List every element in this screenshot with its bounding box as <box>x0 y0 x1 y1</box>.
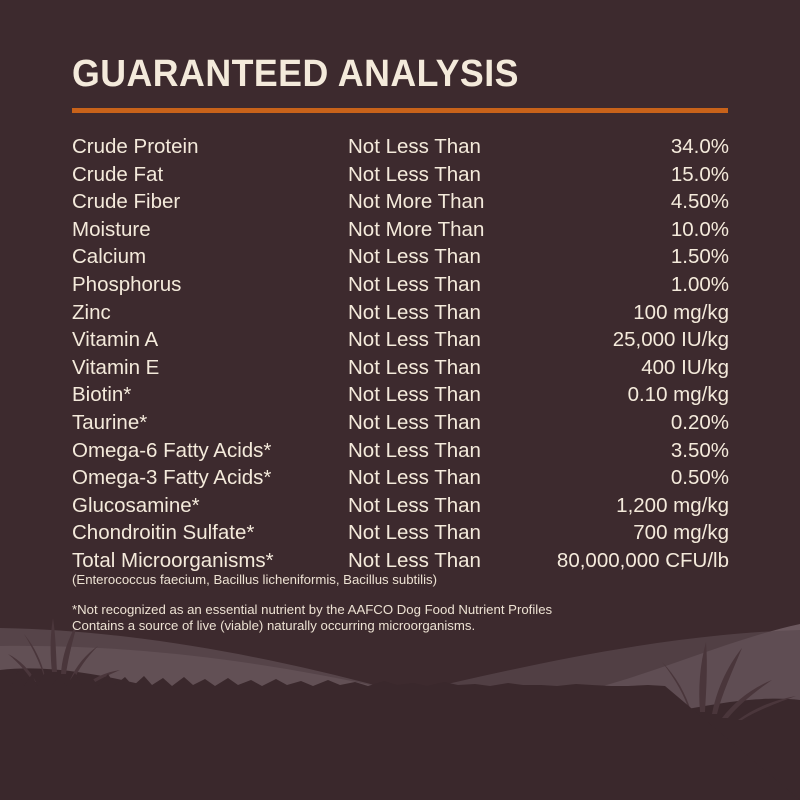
nutrient-name: Zinc <box>72 300 111 324</box>
nutrient-name: Crude Protein <box>72 135 199 158</box>
table-row: Crude Fiber Not More Than 4.50% <box>72 188 729 216</box>
table-row: Vitamin E Not Less Than 400 IU/kg <box>72 354 729 382</box>
hill-mid-left <box>0 628 800 800</box>
table-row: Vitamin A Not Less Than 25,000 IU/kg <box>72 326 729 354</box>
nutrient-name: Calcium <box>72 245 147 269</box>
hill-foreground <box>0 668 800 800</box>
nutrient-value: 0.50% <box>670 466 729 490</box>
title-divider <box>72 108 728 113</box>
nutrient-value: 1.50% <box>670 245 729 269</box>
footnote-aafco-disclaimer: *Not recognized as an essential nutrient… <box>72 601 553 617</box>
nutrient-name: Biotin* <box>72 383 132 407</box>
nutrient-name: Crude Fat <box>72 162 164 186</box>
nutrient-name: Omega-6 Fatty Acids* <box>72 438 272 462</box>
nutrient-qualifier: Not Less Than <box>348 300 481 324</box>
nutrient-value: 100 mg/kg <box>633 300 729 324</box>
nutrient-value: 0.20% <box>670 410 729 434</box>
nutrient-qualifier: Not More Than <box>348 217 485 241</box>
table-row: Crude Protein Not Less Than 34.0% <box>72 133 729 161</box>
footnote-live-cultures: Contains a source of live (viable) natur… <box>72 618 476 633</box>
nutrient-value: 0.10 mg/kg <box>627 383 729 407</box>
nutrient-qualifier: Not Less Than <box>348 328 481 352</box>
table-row: Biotin* Not Less Than 0.10 mg/kg <box>72 381 729 409</box>
nutrient-qualifier: Not Less Than <box>348 466 481 490</box>
nutrient-value: 1,200 mg/kg <box>616 493 729 517</box>
nutrient-qualifier: Not Less Than <box>348 245 481 269</box>
table-row: Phosphorus Not Less Than 1.00% <box>72 271 729 299</box>
nutrient-value: 4.50% <box>670 190 729 214</box>
nutrient-value: 25,000 IU/kg <box>612 328 729 352</box>
nutrient-name: Vitamin A <box>72 328 159 352</box>
hill-back-right <box>0 624 800 800</box>
nutrient-name: Glucosamine* <box>72 493 200 517</box>
nutrient-qualifier: Not Less Than <box>348 135 481 158</box>
nutrient-qualifier: Not Less Than <box>348 272 481 296</box>
table-row: Crude Fat Not Less Than 15.0% <box>72 161 729 189</box>
nutrient-qualifier: Not Less Than <box>348 438 481 462</box>
nutrient-qualifier: Not Less Than <box>348 410 481 434</box>
nutrient-qualifier: Not Less Than <box>348 162 481 186</box>
nutrient-name: Vitamin E <box>72 355 160 379</box>
nutrient-name: Omega-3 Fatty Acids* <box>72 466 272 490</box>
table-row: Calcium Not Less Than 1.50% <box>72 243 729 271</box>
hill-mid-right <box>0 630 800 800</box>
table-row: Taurine* Not Less Than 0.20% <box>72 409 729 437</box>
table-row: Omega-6 Fatty Acids* Not Less Than 3.50% <box>72 437 729 465</box>
nutrient-qualifier: Not Less Than <box>348 548 481 572</box>
guaranteed-analysis-table: Crude Protein Not Less Than 34.0% Crude … <box>72 133 729 575</box>
page-title: GUARANTEED ANALYSIS <box>72 53 519 95</box>
nutrient-value: 1.00% <box>670 272 729 296</box>
nutrient-qualifier: Not Less Than <box>348 493 481 517</box>
table-row: Omega-3 Fatty Acids* Not Less Than 0.50% <box>72 464 729 492</box>
nutrient-name: Phosphorus <box>72 272 182 296</box>
nutrient-qualifier: Not Less Than <box>348 355 481 379</box>
table-row: Glucosamine* Not Less Than 1,200 mg/kg <box>72 492 729 520</box>
nutrient-value: 700 mg/kg <box>633 521 729 545</box>
nutrient-qualifier: Not Less Than <box>348 521 481 545</box>
nutrient-name: Chondroitin Sulfate* <box>72 521 255 545</box>
nutrient-qualifier: Not More Than <box>348 190 485 214</box>
nutrient-value: 10.0% <box>670 217 729 241</box>
grass-fringe <box>0 670 800 800</box>
nutrient-name: Taurine* <box>72 410 148 434</box>
grass-tuft-right <box>628 642 796 722</box>
nutrient-value: 15.0% <box>670 162 729 186</box>
footnotes: (Enterococcus faecium, Bacillus lichenif… <box>72 572 732 635</box>
landscape-illustration <box>0 618 800 800</box>
table-row: Zinc Not Less Than 100 mg/kg <box>72 299 729 327</box>
nutrient-value: 34.0% <box>670 135 729 158</box>
table-row: Total Microorganisms* Not Less Than 80,0… <box>72 547 729 575</box>
nutrient-name: Moisture <box>72 217 151 241</box>
table-row: Moisture Not More Than 10.0% <box>72 216 729 244</box>
footnote-microorganism-strains: (Enterococcus faecium, Bacillus lichenif… <box>72 572 437 587</box>
nutrient-name: Total Microorganisms* <box>72 548 274 572</box>
nutrient-value: 400 IU/kg <box>641 355 729 379</box>
table-row: Chondroitin Sulfate* Not Less Than 700 m… <box>72 519 729 547</box>
nutrient-value: 3.50% <box>670 438 729 462</box>
nutrient-qualifier: Not Less Than <box>348 383 481 407</box>
nutrient-value: 80,000,000 CFU/lb <box>556 548 729 572</box>
nutrient-name: Crude Fiber <box>72 190 181 214</box>
